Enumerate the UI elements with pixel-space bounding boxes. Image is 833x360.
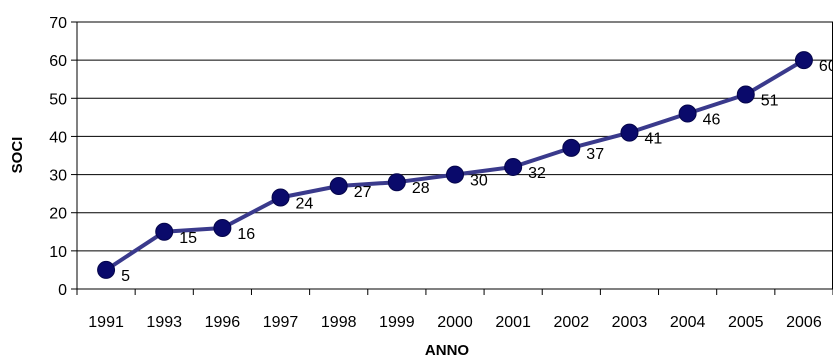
series-soci [97, 51, 813, 279]
y-axis-title: SOCI [9, 137, 26, 174]
data-point [794, 51, 813, 70]
y-tick-label: 10 [49, 244, 67, 261]
axes [71, 21, 833, 295]
x-tick-label: 1997 [263, 314, 299, 331]
x-tick-label: 1998 [321, 314, 357, 331]
data-point [329, 177, 348, 196]
x-tick-label: 2002 [554, 314, 590, 331]
data-label: 37 [586, 146, 604, 163]
data-point [155, 222, 174, 241]
x-tick-label: 2003 [612, 314, 648, 331]
x-tick-label: 1991 [88, 314, 124, 331]
data-point [446, 165, 464, 184]
data-point [678, 104, 697, 123]
data-label: 27 [354, 184, 372, 201]
y-tick-label: 60 [49, 53, 67, 70]
data-label: 41 [644, 131, 662, 148]
grid-lines [77, 21, 833, 252]
data-point [562, 138, 581, 157]
y-tick-label: 40 [49, 129, 67, 146]
data-point [213, 218, 232, 237]
data-label: 32 [528, 165, 546, 182]
data-point [504, 157, 523, 176]
y-tick-label: 0 [58, 282, 67, 299]
data-point [271, 188, 290, 207]
data-label: 15 [179, 230, 197, 247]
data-point [736, 85, 755, 104]
data-labels: 5 15 16 24 27 28 30 32 37 41 46 51 60 [121, 58, 833, 285]
y-tick-label: 20 [49, 206, 67, 223]
data-label: 5 [121, 268, 130, 285]
x-axis-title: ANNO [425, 342, 469, 359]
x-tick-label: 2000 [437, 314, 473, 331]
series-line [105, 58, 805, 272]
x-tick-label: 1996 [205, 314, 241, 331]
y-tick-labels: 0 10 20 30 40 50 60 70 [49, 15, 67, 299]
data-label: 24 [296, 195, 314, 212]
y-tick-label: 30 [49, 168, 67, 185]
data-label: 51 [761, 92, 779, 109]
x-tick-label: 1999 [379, 314, 415, 331]
data-label: 16 [237, 226, 255, 243]
data-label: 28 [412, 180, 430, 197]
data-point [387, 173, 406, 192]
data-label: 46 [703, 112, 721, 129]
y-tick-label: 70 [49, 15, 67, 32]
data-label: 30 [470, 173, 488, 190]
x-tick-label: 2001 [495, 314, 531, 331]
x-tick-label: 1993 [146, 314, 182, 331]
data-point [97, 260, 116, 279]
y-tick-label: 50 [49, 91, 67, 108]
x-tick-label: 2006 [786, 314, 822, 331]
data-label: 60 [819, 58, 833, 75]
x-tick-labels: 1991 1993 1996 1997 1998 1999 2000 2001 2002 2003… [88, 314, 822, 331]
x-tick-label: 2004 [670, 314, 706, 331]
x-tick-label: 2005 [728, 314, 764, 331]
data-point [620, 123, 639, 142]
